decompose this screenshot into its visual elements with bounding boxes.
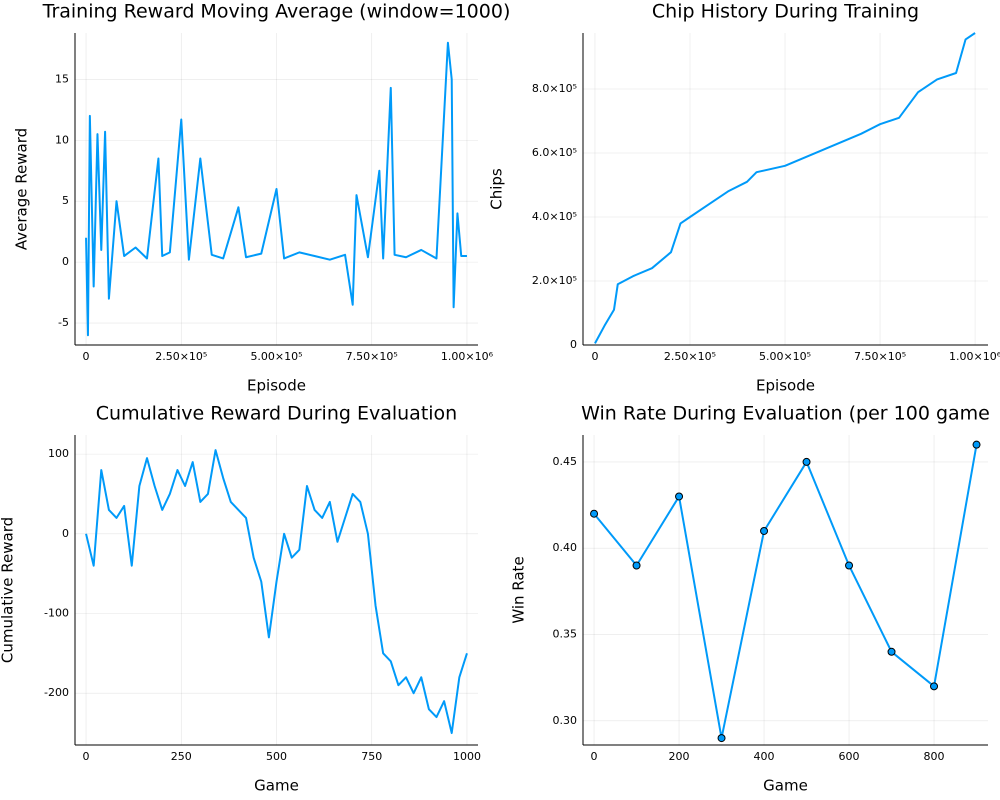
line — [593, 444, 978, 740]
x-tick-label: 750 — [361, 750, 382, 763]
y-tick-label: 0 — [62, 255, 69, 268]
marker — [972, 440, 981, 449]
x-axis-label: Game — [763, 777, 808, 795]
x-tick-label: 5.00×10⁵ — [250, 350, 302, 363]
x-tick-label: 1.00×10⁶ — [441, 350, 494, 363]
marker — [930, 682, 939, 691]
line — [594, 32, 976, 344]
x-tick-label: 7.50×10⁵ — [854, 350, 906, 363]
line — [85, 41, 467, 337]
x-tick-label: 0 — [591, 750, 598, 763]
x-tick-label: 7.50×10⁵ — [346, 350, 398, 363]
chart-title: Training Reward Moving Average (window=1… — [42, 1, 511, 23]
y-tick-label: 0.35 — [553, 628, 578, 641]
y-tick-label: -200 — [44, 686, 69, 699]
marker — [675, 492, 684, 501]
x-tick-label: 800 — [924, 750, 945, 763]
x-tick-label: 2.50×10⁵ — [155, 350, 207, 363]
y-tick-label: 5 — [62, 194, 69, 207]
marker — [717, 734, 726, 743]
chart-title: Chip History During Training — [652, 1, 919, 23]
x-tick-label: 500 — [266, 750, 287, 763]
y-axis-label: Cumulative Reward — [0, 517, 17, 663]
x-tick-label: 1.00×10⁶ — [949, 350, 1000, 363]
x-tick-label: 1000 — [453, 750, 481, 763]
x-axis-label: Episode — [247, 377, 306, 395]
x-axis-label: Game — [254, 777, 299, 795]
marker — [632, 561, 641, 570]
y-tick-label: 0.40 — [553, 541, 578, 554]
y-tick-label: 100 — [48, 447, 69, 460]
x-tick-label: 2.50×10⁵ — [664, 350, 716, 363]
x-tick-label: 200 — [669, 750, 690, 763]
y-tick-label: -5 — [58, 316, 69, 329]
line — [85, 449, 468, 735]
chart-title: Cumulative Reward During Evaluation — [96, 403, 457, 425]
x-tick-label: 0 — [591, 350, 598, 363]
x-tick-label: 250 — [171, 750, 192, 763]
x-tick-label: 0 — [83, 750, 90, 763]
marker — [760, 526, 769, 535]
y-tick-label: 0 — [570, 338, 577, 351]
y-tick-label: 0.30 — [553, 714, 578, 727]
x-tick-label: 600 — [839, 750, 860, 763]
y-axis-label: Average Reward — [13, 128, 31, 250]
y-tick-label: 0.45 — [553, 455, 578, 468]
marker — [590, 509, 599, 518]
y-tick-label: 10 — [55, 133, 69, 146]
y-tick-label: 4.0×10⁵ — [532, 210, 577, 223]
y-axis-label: Chips — [488, 168, 506, 210]
y-tick-label: 15 — [55, 72, 69, 85]
chart-title: Win Rate During Evaluation (per 100 game — [581, 403, 990, 425]
x-axis-label: Episode — [756, 377, 815, 395]
y-tick-label: 6.0×10⁵ — [532, 146, 577, 159]
marker — [845, 561, 854, 570]
x-tick-label: 0 — [83, 350, 90, 363]
y-tick-label: 8.0×10⁵ — [532, 82, 577, 95]
y-axis-label: Win Rate — [510, 556, 528, 623]
marker — [887, 647, 896, 656]
y-tick-label: -100 — [44, 607, 69, 620]
x-tick-label: 400 — [754, 750, 775, 763]
y-tick-label: 2.0×10⁵ — [532, 274, 577, 287]
x-tick-label: 5.00×10⁵ — [759, 350, 811, 363]
marker — [802, 457, 811, 466]
y-tick-label: 0 — [62, 527, 69, 540]
